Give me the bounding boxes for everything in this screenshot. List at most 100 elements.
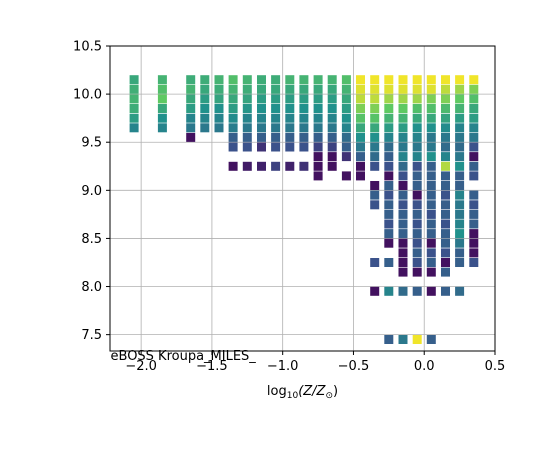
data-marker [469, 132, 479, 142]
data-marker [455, 209, 465, 219]
data-marker [285, 142, 295, 152]
data-marker [200, 123, 210, 133]
data-marker [455, 142, 465, 152]
data-marker [398, 267, 408, 277]
data-marker [441, 248, 450, 258]
data-marker [129, 104, 139, 113]
data-marker [242, 94, 252, 104]
data-marker [341, 94, 351, 104]
data-marker [271, 161, 281, 171]
data-marker [271, 75, 281, 85]
data-marker [257, 84, 266, 94]
data-marker [214, 104, 224, 113]
data-marker [313, 132, 323, 142]
data-marker [129, 84, 139, 94]
data-marker [441, 104, 450, 113]
data-marker [469, 84, 479, 94]
data-marker [398, 181, 408, 190]
data-marker [455, 104, 465, 113]
data-marker [129, 113, 139, 123]
data-marker [426, 248, 436, 258]
data-marker [271, 94, 281, 104]
data-marker [412, 104, 422, 113]
data-marker [426, 335, 436, 344]
data-marker [412, 267, 422, 277]
data-marker [412, 209, 422, 219]
data-marker [384, 171, 394, 181]
data-marker [186, 113, 196, 123]
axis-ticks: −2.0 −1.5 −1.0 −0.5 0.0 0.5 7.5 8.0 8.5 9.0 9.5 10.… [73, 40, 505, 375]
data-marker [455, 84, 465, 94]
data-marker [285, 104, 295, 113]
data-marker [426, 142, 436, 152]
data-marker [341, 132, 351, 142]
data-marker [426, 190, 436, 200]
data-marker [384, 161, 394, 171]
data-marker [285, 123, 295, 133]
data-marker [455, 161, 465, 171]
data-marker [285, 161, 295, 171]
data-marker [341, 171, 351, 181]
data-marker [426, 132, 436, 142]
data-marker [370, 84, 380, 94]
data-marker [455, 181, 465, 190]
data-marker [271, 104, 281, 113]
data-marker [441, 123, 450, 133]
data-marker [299, 161, 309, 171]
data-marker [299, 94, 309, 104]
data-marker [228, 132, 238, 142]
x-tick-label: −2.0 [125, 359, 157, 374]
data-marker [228, 161, 238, 171]
data-marker [455, 219, 465, 229]
data-marker [412, 142, 422, 152]
data-marker [412, 132, 422, 142]
data-marker [341, 123, 351, 133]
data-marker [426, 229, 436, 239]
data-marker [441, 113, 450, 123]
data-marker [398, 123, 408, 133]
data-marker [370, 94, 380, 104]
x-axis-label-close: ) [333, 384, 338, 399]
data-marker [271, 113, 281, 123]
data-marker [214, 94, 224, 104]
data-marker [441, 94, 450, 104]
data-marker [469, 75, 479, 85]
data-marker [271, 84, 281, 94]
data-marker [299, 142, 309, 152]
data-marker [186, 84, 196, 94]
data-marker [384, 104, 394, 113]
data-marker [455, 258, 465, 267]
data-marker [441, 152, 450, 162]
data-marker [384, 181, 394, 190]
data-marker [327, 161, 337, 171]
data-marker [469, 209, 479, 219]
data-marker [412, 171, 422, 181]
data-marker [157, 104, 167, 113]
data-marker [426, 123, 436, 133]
data-marker [327, 94, 337, 104]
data-marker [257, 142, 266, 152]
data-marker [157, 84, 167, 94]
x-tick-label: −1.5 [196, 359, 228, 374]
data-marker [313, 142, 323, 152]
data-marker [398, 142, 408, 152]
data-marker [257, 132, 266, 142]
data-marker [370, 75, 380, 85]
data-marker [242, 75, 252, 85]
data-marker [257, 75, 266, 85]
data-marker [384, 123, 394, 133]
data-marker [228, 113, 238, 123]
data-marker [455, 171, 465, 181]
data-marker [398, 152, 408, 162]
data-marker [285, 132, 295, 142]
data-marker [370, 123, 380, 133]
data-marker [341, 84, 351, 94]
data-marker [299, 113, 309, 123]
data-marker [327, 132, 337, 142]
data-marker [426, 258, 436, 267]
data-marker [313, 171, 323, 181]
data-marker [426, 200, 436, 210]
data-marker [412, 152, 422, 162]
data-marker [384, 258, 394, 267]
data-marker [271, 132, 281, 142]
